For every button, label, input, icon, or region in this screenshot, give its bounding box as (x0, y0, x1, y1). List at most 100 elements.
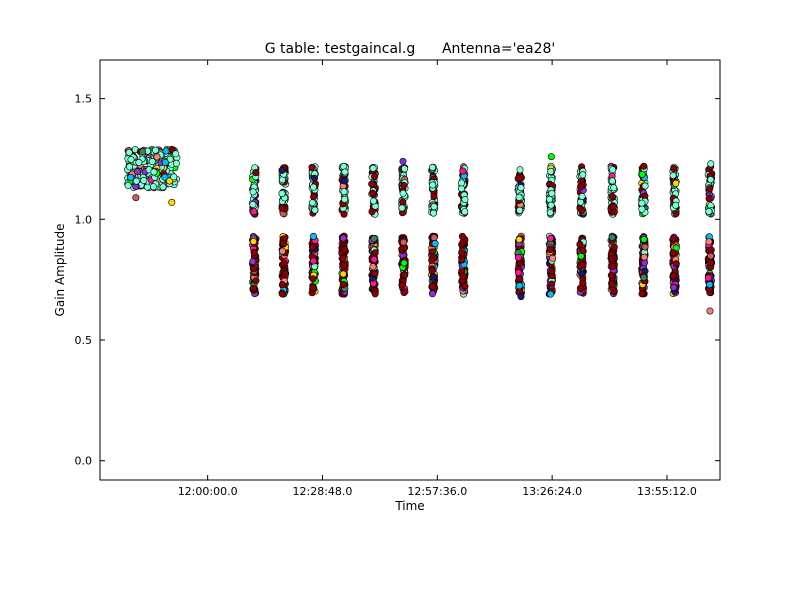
x-axis: 12:00:00.0 12:28:48.0 12:57:36.0 13:26:24.0… (178, 60, 697, 498)
data-point (705, 208, 713, 216)
data-point (371, 290, 379, 298)
data-point (548, 267, 556, 275)
data-point (576, 240, 584, 248)
data-point (399, 198, 407, 206)
data-point (149, 183, 157, 191)
data-point (339, 280, 347, 288)
data-point (148, 158, 156, 166)
data-point (308, 243, 316, 251)
data-point (670, 165, 678, 173)
data-point (641, 182, 649, 190)
data-point (640, 235, 648, 243)
data-point (516, 206, 524, 214)
data-point (461, 208, 469, 216)
data-point (368, 208, 376, 216)
data-point (547, 153, 555, 161)
data-point (249, 258, 257, 266)
data-point (458, 249, 466, 257)
data-point (672, 210, 680, 218)
data-point (401, 165, 409, 173)
chart-title: G table: testgaincal.g Antenna='ea28' (265, 41, 556, 57)
data-point (706, 307, 714, 315)
data-point (340, 162, 348, 170)
data-point (369, 164, 377, 172)
data-point (428, 248, 436, 256)
data-point (278, 281, 286, 289)
data-point (309, 183, 317, 191)
data-point (547, 234, 555, 242)
data-point (458, 232, 466, 240)
data-point (252, 277, 260, 285)
data-point (579, 279, 587, 287)
data-point (641, 243, 649, 251)
data-point (610, 243, 618, 251)
data-point (369, 189, 377, 197)
data-point (546, 290, 554, 298)
data-point (514, 175, 522, 183)
data-point (705, 238, 713, 246)
data-point (399, 238, 407, 246)
data-point (672, 201, 680, 209)
data-point (608, 233, 616, 241)
data-point (579, 247, 587, 255)
x-tick-label: 12:28:48.0 (293, 485, 353, 498)
data-point (172, 159, 180, 167)
data-point (638, 199, 646, 207)
data-point (135, 159, 143, 167)
y-tick-label: 0.5 (75, 334, 93, 347)
data-point (127, 173, 135, 181)
data-point (707, 252, 715, 260)
data-point (516, 166, 524, 174)
data-point (278, 247, 286, 255)
data-point (610, 184, 618, 192)
x-tick-label: 13:55:12.0 (637, 485, 697, 498)
data-point (340, 177, 348, 185)
data-point (309, 275, 317, 283)
data-point (610, 203, 618, 211)
data-point (430, 203, 438, 211)
data-point (459, 238, 467, 246)
data-point (638, 205, 646, 213)
data-point (368, 180, 376, 188)
data-point (608, 177, 616, 185)
data-point (428, 290, 436, 298)
data-point (250, 265, 258, 273)
data-point (308, 199, 316, 207)
data-point (340, 188, 348, 196)
data-point (281, 270, 289, 278)
data-point (250, 284, 258, 292)
x-tick-label: 12:00:00.0 (178, 485, 238, 498)
data-point (669, 172, 677, 180)
data-point (428, 267, 436, 275)
data-point (608, 193, 616, 201)
data-point (140, 176, 148, 184)
data-point (162, 147, 170, 155)
data-point (640, 273, 648, 281)
data-point (371, 173, 379, 181)
data-point (166, 177, 174, 185)
data-point (161, 173, 169, 181)
data-point (398, 204, 406, 212)
data-point (428, 282, 436, 290)
data-point (515, 236, 523, 244)
data-point (547, 167, 555, 175)
data-point (706, 185, 714, 193)
data-point (280, 259, 288, 267)
data-point (429, 273, 437, 281)
data-point (608, 280, 616, 288)
data-point (672, 179, 680, 187)
data-point (159, 183, 167, 191)
data-point (340, 261, 348, 269)
data-point (399, 157, 407, 165)
data-point (278, 290, 286, 298)
data-point (250, 237, 258, 245)
data-point (548, 254, 556, 262)
data-point (707, 160, 715, 168)
data-point (608, 255, 616, 263)
data-point (370, 235, 378, 243)
data-points (124, 145, 716, 315)
data-point (341, 195, 349, 203)
data-point (252, 169, 260, 177)
data-point (517, 293, 525, 301)
